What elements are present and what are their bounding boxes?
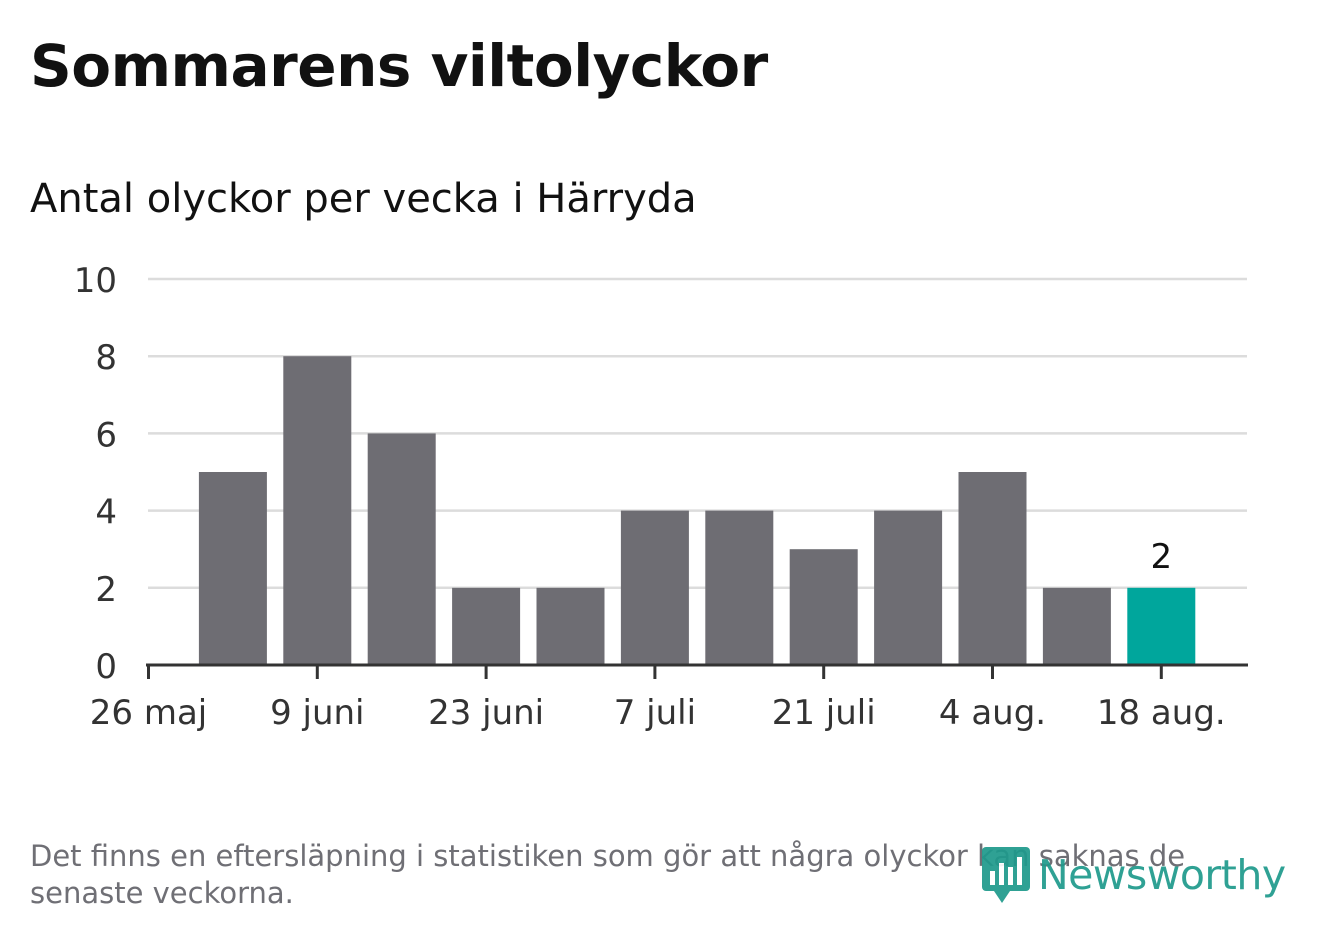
bars: [198, 356, 1196, 665]
bar: [1042, 587, 1111, 665]
newsworthy-logo-icon: [982, 847, 1030, 903]
x-tick-label: 21 juli: [772, 693, 876, 733]
data-label: 2: [1150, 537, 1172, 577]
bar: [620, 510, 689, 665]
newsworthy-brand: Newsworthy: [980, 845, 1286, 905]
bar: [452, 587, 521, 665]
data-labels: 2: [1150, 537, 1172, 577]
x-tick-label: 7 juli: [614, 693, 696, 733]
y-axis-ticks: 0 2 4 6 8 10: [74, 261, 117, 687]
chart-title: Sommarens viltolyckor: [30, 32, 768, 100]
y-tick-label: 8: [95, 338, 117, 378]
y-tick-label: 0: [95, 647, 117, 687]
y-tick-label: 10: [74, 261, 117, 301]
bar: [874, 510, 943, 665]
bar: [367, 433, 436, 665]
x-tick-label: 4 aug.: [939, 693, 1046, 733]
y-tick-label: 6: [95, 415, 117, 455]
x-axis: 26 maj 9 juni 23 juni 7 juli 21 juli 4 aug. 18…: [90, 663, 1248, 733]
bar: [283, 356, 352, 665]
chart-subtitle: Antal olyckor per vecka i Härryda: [30, 176, 697, 222]
y-tick-label: 2: [95, 570, 117, 610]
x-tick-label: 9 juni: [270, 693, 364, 733]
x-tick-label: 18 aug.: [1097, 693, 1226, 733]
bar: [958, 472, 1027, 665]
brand-name: Newsworthy: [1038, 851, 1286, 899]
y-tick-label: 4: [95, 493, 117, 533]
bar-chart: 0 2 4 6 8 10 2 26 maj 9 juni 23 juni 7 juli 21 ju…: [74, 261, 1248, 733]
x-tick-label: 26 maj: [90, 693, 207, 733]
x-tick-label: 23 juni: [428, 693, 544, 733]
bar: [1127, 587, 1196, 665]
bar: [789, 549, 858, 665]
bar: [198, 472, 267, 665]
bar: [705, 510, 774, 665]
bar: [536, 587, 605, 665]
